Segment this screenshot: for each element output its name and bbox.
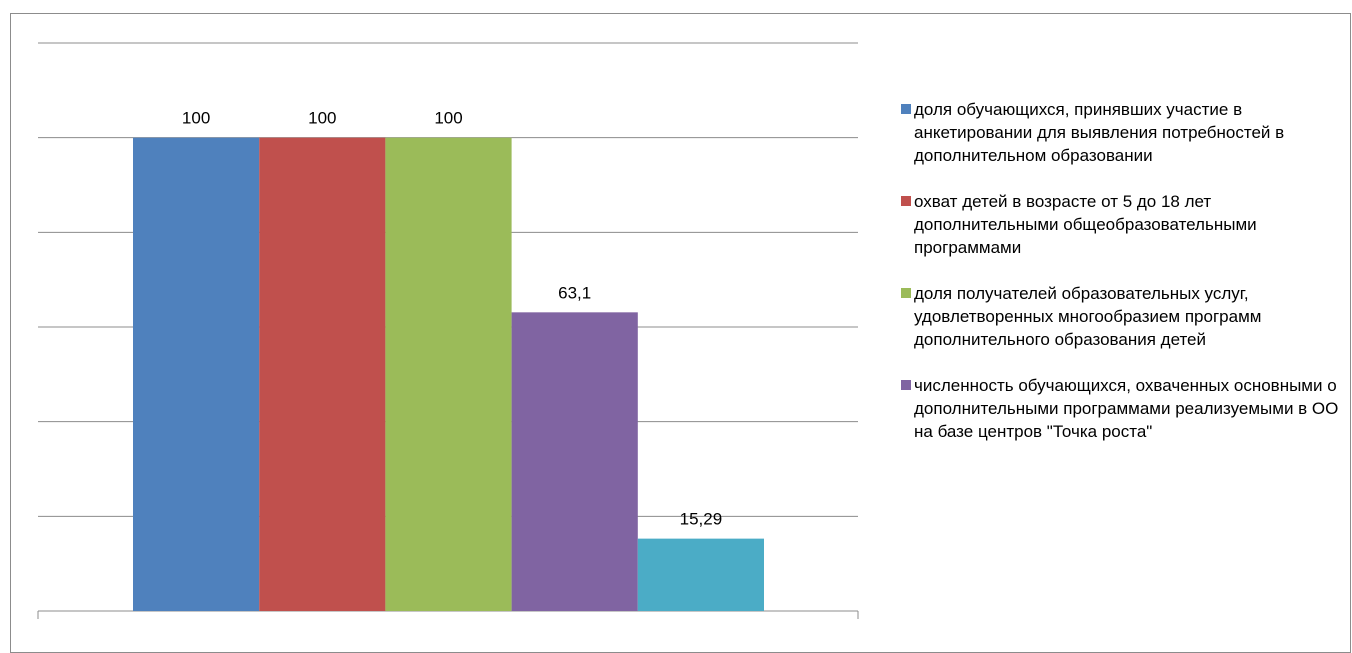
legend-label-4: численность обучающихся, охваченных осно… xyxy=(914,376,1339,441)
legend-swatch-4 xyxy=(901,380,911,390)
legend-item-1: доля обучающихся, принявших участие в ан… xyxy=(901,98,1341,167)
bar-1 xyxy=(133,137,260,611)
data-label-5: 15,29 xyxy=(680,510,723,529)
bar-3 xyxy=(385,137,512,611)
legend-swatch-2 xyxy=(901,196,911,206)
data-label-4: 63,1 xyxy=(558,283,591,302)
bar-5 xyxy=(637,538,764,611)
legend: доля обучающихся, принявших участие в ан… xyxy=(901,98,1341,466)
legend-item-2: охват детей в возрасте от 5 до 18 лет до… xyxy=(901,190,1341,259)
legend-item-3: доля получателей образовательных услуг, … xyxy=(901,282,1341,351)
legend-label-2: охват детей в возрасте от 5 до 18 лет до… xyxy=(914,192,1257,257)
legend-swatch-3 xyxy=(901,288,911,298)
legend-label-3: доля получателей образовательных услуг, … xyxy=(914,284,1262,349)
bar-2 xyxy=(259,137,386,611)
legend-item-4: численность обучающихся, охваченных осно… xyxy=(901,374,1341,443)
data-label-3: 100 xyxy=(434,109,462,128)
data-label-1: 100 xyxy=(182,109,210,128)
legend-label-1: доля обучающихся, принявших участие в ан… xyxy=(914,100,1285,165)
plot-area: 100 100 100 63,1 15,29 xyxy=(37,42,859,619)
legend-swatch-1 xyxy=(901,104,911,114)
bar-4 xyxy=(511,312,638,611)
data-label-2: 100 xyxy=(308,109,336,128)
